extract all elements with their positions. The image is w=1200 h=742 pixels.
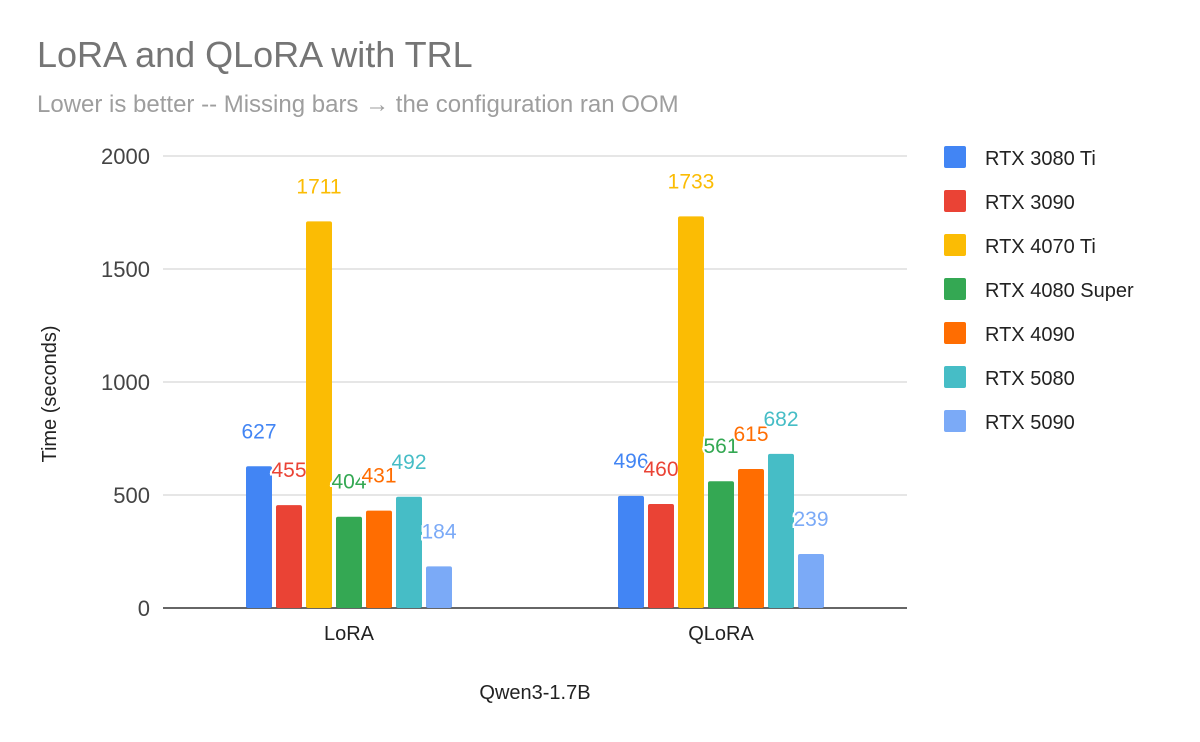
y-tick-label: 1000 [101, 370, 150, 395]
legend-swatch [944, 366, 966, 388]
bar [306, 221, 332, 608]
bar-value-label: 455 [271, 459, 306, 482]
bar [336, 516, 362, 608]
legend-label: RTX 5090 [985, 412, 1075, 434]
bar [276, 505, 302, 608]
bar-value-label: 404 [331, 471, 366, 494]
bar [366, 510, 392, 608]
bar [738, 469, 764, 608]
y-tick-label: 2000 [101, 144, 150, 169]
bar [618, 495, 644, 608]
bar-value-label: 1733 [668, 170, 715, 193]
legend-swatch [944, 322, 966, 344]
legend-swatch [944, 190, 966, 212]
bar [396, 496, 422, 608]
legend-label: RTX 4090 [985, 324, 1075, 346]
bar [798, 553, 824, 608]
legend-label: RTX 4080 Super [985, 280, 1134, 302]
bar-value-label: 460 [643, 458, 678, 481]
x-tick-label: LoRA [324, 623, 375, 645]
bar-value-label: 184 [421, 520, 456, 543]
chart-subtitle: Lower is better -- Missing bars → the co… [37, 91, 679, 118]
chart-title: LoRA and QLoRA with TRL [37, 34, 473, 75]
legend-label: RTX 4070 Ti [985, 236, 1096, 258]
bar-value-label: 627 [241, 420, 276, 443]
x-axis-title: Qwen3-1.7B [479, 682, 590, 704]
bar-value-label: 615 [733, 423, 768, 446]
legend-swatch [944, 278, 966, 300]
y-tick-label: 1500 [101, 257, 150, 282]
bar-value-label: 561 [703, 435, 738, 458]
bar-value-label: 1711 [296, 175, 341, 198]
bar-value-label: 431 [361, 465, 396, 488]
y-tick-label: 0 [138, 596, 150, 621]
bar [648, 504, 674, 608]
bar [708, 481, 734, 608]
y-axis-title: Time (seconds) [39, 325, 61, 462]
bar [426, 566, 452, 608]
x-tick-label: QLoRA [688, 623, 754, 645]
legend-label: RTX 5080 [985, 368, 1075, 390]
bar-value-label: 492 [391, 451, 426, 474]
legend-swatch [944, 410, 966, 432]
bar [768, 453, 794, 608]
bar-value-label: 682 [763, 408, 798, 431]
legend-swatch [944, 146, 966, 168]
legend-label: RTX 3090 [985, 192, 1075, 214]
legend-swatch [944, 234, 966, 256]
bar-value-label: 239 [793, 508, 828, 531]
bar [246, 466, 272, 608]
bar-value-label: 496 [613, 450, 648, 473]
bar [678, 216, 704, 609]
legend-label: RTX 3080 Ti [985, 148, 1096, 170]
y-tick-label: 500 [113, 483, 150, 508]
